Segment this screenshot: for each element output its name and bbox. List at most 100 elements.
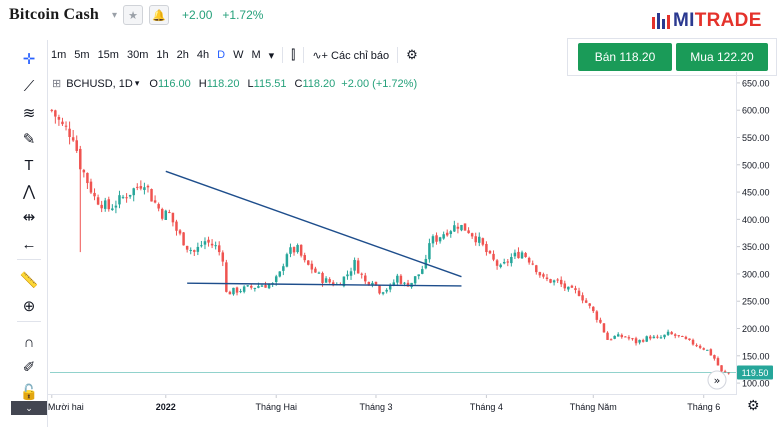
candle-body [495,260,499,266]
timeframe-1m[interactable]: 1m [51,49,67,61]
chart-toolbar: 1m 5m 15m 30m 1h 2h 4h D W M ▾ ⫿ ∿+ Các chỉ báo ⚙ [47,40,587,70]
y-tick-label: 400.00 [742,215,770,225]
toolbar-divider [303,47,305,63]
candle-body [438,237,442,242]
x-axis-border [48,394,737,395]
back-arrow-icon[interactable]: ← [21,235,37,253]
timeframe-M[interactable]: M [251,49,261,61]
candle-body [502,261,506,264]
candle-body [470,233,474,237]
chevron-down-icon[interactable]: ▾ [134,78,140,88]
brush-icon[interactable]: ✎ [22,131,36,148]
candle-body [79,148,82,170]
candle-body [64,125,68,127]
double-chevron-right-icon[interactable]: » [714,374,721,387]
timeframe-30m[interactable]: 30m [126,49,149,61]
chevron-down-icon[interactable]: ▾ [268,49,275,62]
candle-body [695,345,698,347]
lock-icon[interactable]: 🔓 [19,384,39,401]
candle-body [723,371,727,373]
candle-body [449,231,453,235]
toolbar-divider [17,259,41,260]
y-tick-label: 100.00 [742,379,770,389]
gear-icon[interactable]: ⚙ [747,397,760,413]
candle-body [691,339,695,345]
pattern-icon[interactable]: ⋀ [22,183,36,200]
candle-body [153,200,157,203]
timeframe-5m[interactable]: 5m [74,49,90,61]
buy-button[interactable]: Mua 122.20 [676,43,768,71]
sell-button[interactable]: Bán 118.20 [578,43,672,71]
candle-body [488,250,492,254]
trend-line-icon[interactable]: ⟋ [23,77,35,95]
magnet-icon[interactable]: ∩ [23,333,35,351]
timeframe-W[interactable]: W [233,49,244,61]
candle-body [592,306,595,312]
candle-body [196,246,200,252]
candle-body [624,336,627,338]
candle-body [634,338,638,344]
lock-drawing-icon[interactable]: ✐ [22,359,36,376]
bell-icon[interactable]: 🔔 [149,5,170,25]
star-icon[interactable]: ★ [123,5,144,25]
descending-trendline[interactable] [165,170,462,278]
candle-body [613,335,616,339]
candle-body [246,285,249,287]
header: Bitcoin Cash ▾ ★ 🔔 +2.00 +1.72% MITRADE [0,0,780,40]
candle-body [285,254,289,267]
timeframe-D[interactable]: D [217,49,226,61]
fib-icon[interactable]: ≋ [22,105,36,122]
candle-body [417,274,420,277]
candle-body [203,241,207,245]
settings-icon[interactable]: ⚙ [406,47,418,62]
candle-body [121,196,125,198]
candle-body [706,349,709,351]
candle-body [328,279,331,283]
timeframe-4h[interactable]: 4h [196,49,210,61]
timeframe-1h[interactable]: 1h [156,49,169,61]
candle-body [157,204,160,209]
candle-body [563,283,567,289]
candle-body [641,340,645,342]
last-price-label: 119.50 [742,368,769,378]
candle-body [107,199,111,210]
collapse-panel-button[interactable]: ⌄ [11,401,47,415]
candle-body [264,285,267,288]
zoom-in-icon[interactable]: ⊕ [22,298,36,315]
candle-body [381,292,385,294]
candle-body [89,181,93,193]
legend-symbol[interactable]: BCHUSD, 1D [66,77,133,90]
brand-mark-icon [652,13,670,29]
timeframe-15m[interactable]: 15m [97,49,119,61]
candle-body [456,226,460,229]
candle-body [445,232,449,236]
text-icon[interactable]: T [24,156,34,174]
indicators-icon: ∿+ [312,49,332,62]
candle-body [684,336,688,339]
candle-body [627,337,631,339]
y-tick-label: 250.00 [742,297,770,307]
candle-body [342,276,346,287]
candle-type-icon[interactable]: ⫿ [291,47,296,62]
chevron-down-icon[interactable]: ▾ [112,9,118,21]
candle-body [698,345,702,348]
candle-body [360,273,363,275]
y-tick-label: 300.00 [742,269,770,279]
measure-icon[interactable]: ⇹ [22,209,36,226]
candle-body [364,275,367,282]
candle-body [649,336,652,339]
candle-body [54,110,57,117]
candle-body [517,251,520,259]
candle-body [217,245,221,253]
candle-body [616,334,620,337]
candle-body [666,331,670,335]
scroll-to-latest-button[interactable] [707,370,727,390]
candle-body [556,279,559,281]
ruler-icon[interactable]: 📏 [19,272,39,289]
candle-body [535,265,538,273]
support-trendline[interactable] [187,282,462,287]
timeframe-2h[interactable]: 2h [176,49,189,61]
crosshair-icon[interactable]: ✛ [22,51,36,68]
indicators-button[interactable]: ∿+ Các chỉ báo [308,49,393,62]
